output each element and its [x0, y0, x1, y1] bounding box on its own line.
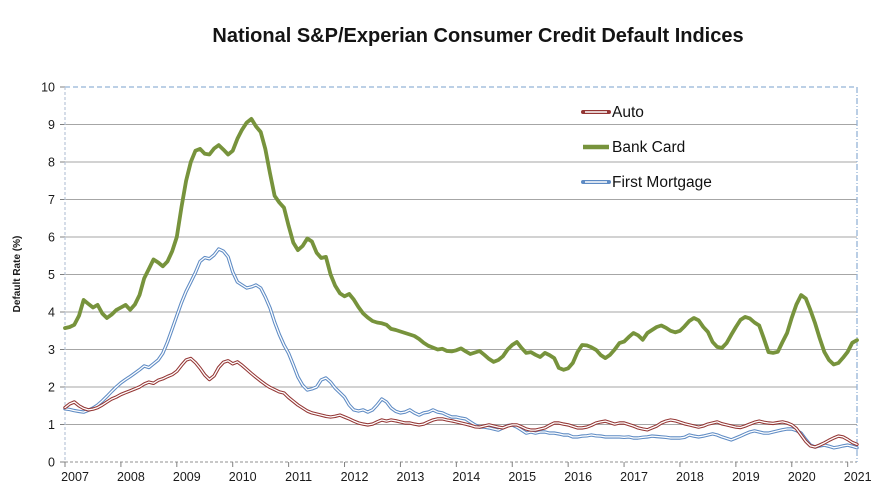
x-tick-label: 2007: [61, 470, 89, 484]
x-tick-label: 2021: [844, 470, 872, 484]
legend-item-bank-card: Bank Card: [583, 139, 685, 156]
chart-title: National S&P/Experian Consumer Credit De…: [212, 25, 743, 47]
legend-label-auto: Auto: [612, 104, 644, 121]
data-series: [63, 117, 859, 450]
series-line-core-first-mortgage: [64, 248, 858, 449]
y-axis-title: Default Rate (%): [12, 236, 23, 313]
series-line-bank-card: [63, 117, 859, 372]
axis-tick-labels: 0 1 2 3 4 5 6 7 8 9 10 2007 2008 2009 2010 2011 2012 2013…: [41, 81, 872, 485]
series-line-core-auto: [64, 357, 858, 448]
y-tick-label: 7: [48, 193, 55, 207]
y-tick-label: 0: [48, 456, 55, 470]
axes: [60, 86, 858, 467]
x-tick-label: 2016: [564, 470, 592, 484]
gridlines: [65, 86, 857, 425]
x-tick-label: 2017: [620, 470, 648, 484]
x-tick-label: 2008: [117, 470, 145, 484]
y-tick-label: 4: [48, 306, 55, 320]
x-tick-label: 2010: [229, 470, 257, 484]
legend-label-first-mortgage: First Mortgage: [612, 174, 712, 191]
legend: Auto Bank Card First Mortgage: [581, 104, 712, 191]
x-tick-label: 2013: [397, 470, 425, 484]
x-tick-label: 2020: [788, 470, 816, 484]
y-tick-label: 9: [48, 118, 55, 132]
legend-item-auto: Auto: [581, 104, 644, 121]
y-tick-label: 6: [48, 231, 55, 245]
y-tick-label: 5: [48, 268, 55, 282]
x-tick-label: 2018: [676, 470, 704, 484]
x-tick-label: 2012: [341, 470, 369, 484]
y-tick-label: 2: [48, 381, 55, 395]
x-tick-label: 2015: [508, 470, 536, 484]
y-tick-label: 10: [41, 81, 55, 95]
y-tick-label: 8: [48, 156, 55, 170]
series-line-auto: [63, 356, 859, 449]
legend-item-first-mortgage: First Mortgage: [581, 174, 712, 191]
y-tick-label: 1: [48, 418, 55, 432]
y-tick-label: 3: [48, 343, 55, 357]
x-tick-label: 2011: [285, 470, 312, 484]
legend-label-bank-card: Bank Card: [612, 139, 685, 156]
x-tick-label: 2009: [173, 470, 201, 484]
x-tick-label: 2014: [452, 470, 480, 484]
x-tick-label: 2019: [732, 470, 760, 484]
